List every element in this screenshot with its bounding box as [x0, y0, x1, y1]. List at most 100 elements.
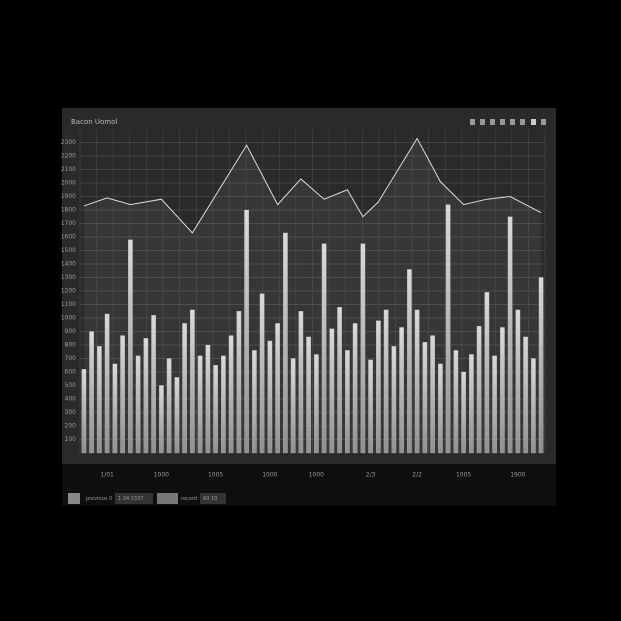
bar	[182, 323, 187, 454]
y-tick-label: 1700	[61, 220, 76, 227]
bar	[97, 346, 102, 454]
bar	[228, 335, 234, 454]
bar	[205, 344, 211, 454]
bar	[391, 346, 397, 454]
bar	[476, 325, 482, 454]
y-tick-label: 1500	[61, 247, 76, 254]
bar	[306, 336, 311, 454]
bar	[244, 209, 249, 454]
y-tick-label: 2200	[61, 153, 76, 160]
icon[interactable]	[490, 119, 495, 125]
bar	[89, 331, 94, 454]
bar	[236, 311, 242, 454]
y-tick-label: 1800	[61, 207, 76, 214]
y-tick-label: 1900	[61, 193, 76, 200]
toolbar-field[interactable]	[200, 493, 226, 504]
y-tick-label: 1200	[61, 288, 76, 295]
x-tick-label: 1005	[456, 472, 471, 479]
bar	[360, 243, 366, 454]
toolbar-label: 60 10	[203, 496, 217, 502]
bar	[221, 355, 226, 454]
plot: 100 200 300 400 500 600 700 800 900 1000 1100 1200 1…	[61, 129, 546, 479]
bar	[383, 309, 389, 454]
bar	[81, 369, 87, 454]
y-tick-label: 800	[65, 342, 77, 349]
icon[interactable]	[541, 119, 546, 125]
bar	[283, 232, 288, 454]
bar	[414, 309, 420, 454]
bar	[507, 216, 513, 454]
icon[interactable]	[480, 119, 485, 125]
bar	[314, 354, 319, 454]
bar	[469, 354, 474, 454]
toolbar-field[interactable]	[115, 493, 153, 504]
y-tick-label: 1400	[61, 261, 76, 268]
toolbar-label: record	[181, 496, 197, 502]
y-tick-label: 1100	[61, 301, 76, 308]
bar	[484, 292, 490, 454]
bar	[290, 358, 296, 454]
icon[interactable]	[500, 119, 505, 125]
toolbar-label: 1 34 1337	[118, 496, 143, 502]
bar	[151, 315, 156, 454]
bar	[267, 340, 273, 454]
bar	[197, 355, 203, 454]
y-tick-label: 400	[65, 396, 77, 403]
bar	[500, 327, 505, 454]
bar	[438, 363, 443, 454]
icon[interactable]	[531, 119, 536, 125]
bar	[329, 328, 335, 454]
bar	[345, 350, 350, 454]
x-tick-label: 2/2	[412, 472, 422, 479]
bar	[112, 363, 118, 454]
x-tick-label: 1000	[309, 472, 324, 479]
bar	[120, 335, 125, 454]
bar	[407, 269, 412, 454]
y-tick-label: 900	[65, 328, 77, 335]
x-tick-label: 1900	[510, 472, 525, 479]
bar	[128, 239, 133, 454]
bar	[523, 336, 528, 454]
toolbar-button[interactable]	[157, 493, 178, 504]
bar	[453, 350, 459, 454]
icon[interactable]	[510, 119, 515, 125]
bar	[399, 327, 404, 454]
line	[83, 137, 542, 234]
y-tick-label: 1600	[61, 234, 76, 241]
bar	[445, 204, 451, 454]
y-tick-label: 600	[65, 369, 77, 376]
bar	[166, 358, 172, 454]
bar	[352, 323, 358, 454]
y-tick-label: 2000	[61, 180, 76, 187]
toolbar-label: previous 0	[86, 496, 112, 502]
bar	[143, 338, 149, 454]
bar	[259, 293, 265, 454]
bar	[515, 309, 521, 454]
bar	[538, 277, 544, 454]
icon[interactable]	[470, 119, 475, 125]
y-tick-label: 1300	[61, 274, 76, 281]
bar	[135, 355, 141, 454]
x-tick-label: 1005	[208, 472, 223, 479]
x-tick-label: 1/01	[100, 472, 114, 479]
bar	[492, 355, 497, 454]
y-tick-label: 200	[65, 423, 77, 430]
x-tick-label: 2/3	[366, 472, 376, 479]
bar	[213, 365, 218, 454]
bar	[422, 342, 428, 454]
bar	[252, 350, 257, 454]
y-tick-label: 2300	[61, 139, 76, 146]
toolbar-button[interactable]	[68, 493, 80, 504]
panel-icons	[470, 119, 546, 125]
bar	[461, 371, 466, 454]
icon[interactable]	[520, 119, 525, 125]
bar	[337, 307, 342, 454]
bar	[298, 311, 304, 454]
bar	[321, 243, 327, 454]
y-tick-label: 500	[65, 382, 77, 389]
bar	[430, 335, 435, 454]
y-tick-label: 2100	[61, 166, 76, 173]
bar	[174, 377, 180, 454]
x-tick-label: 1000	[262, 472, 277, 479]
